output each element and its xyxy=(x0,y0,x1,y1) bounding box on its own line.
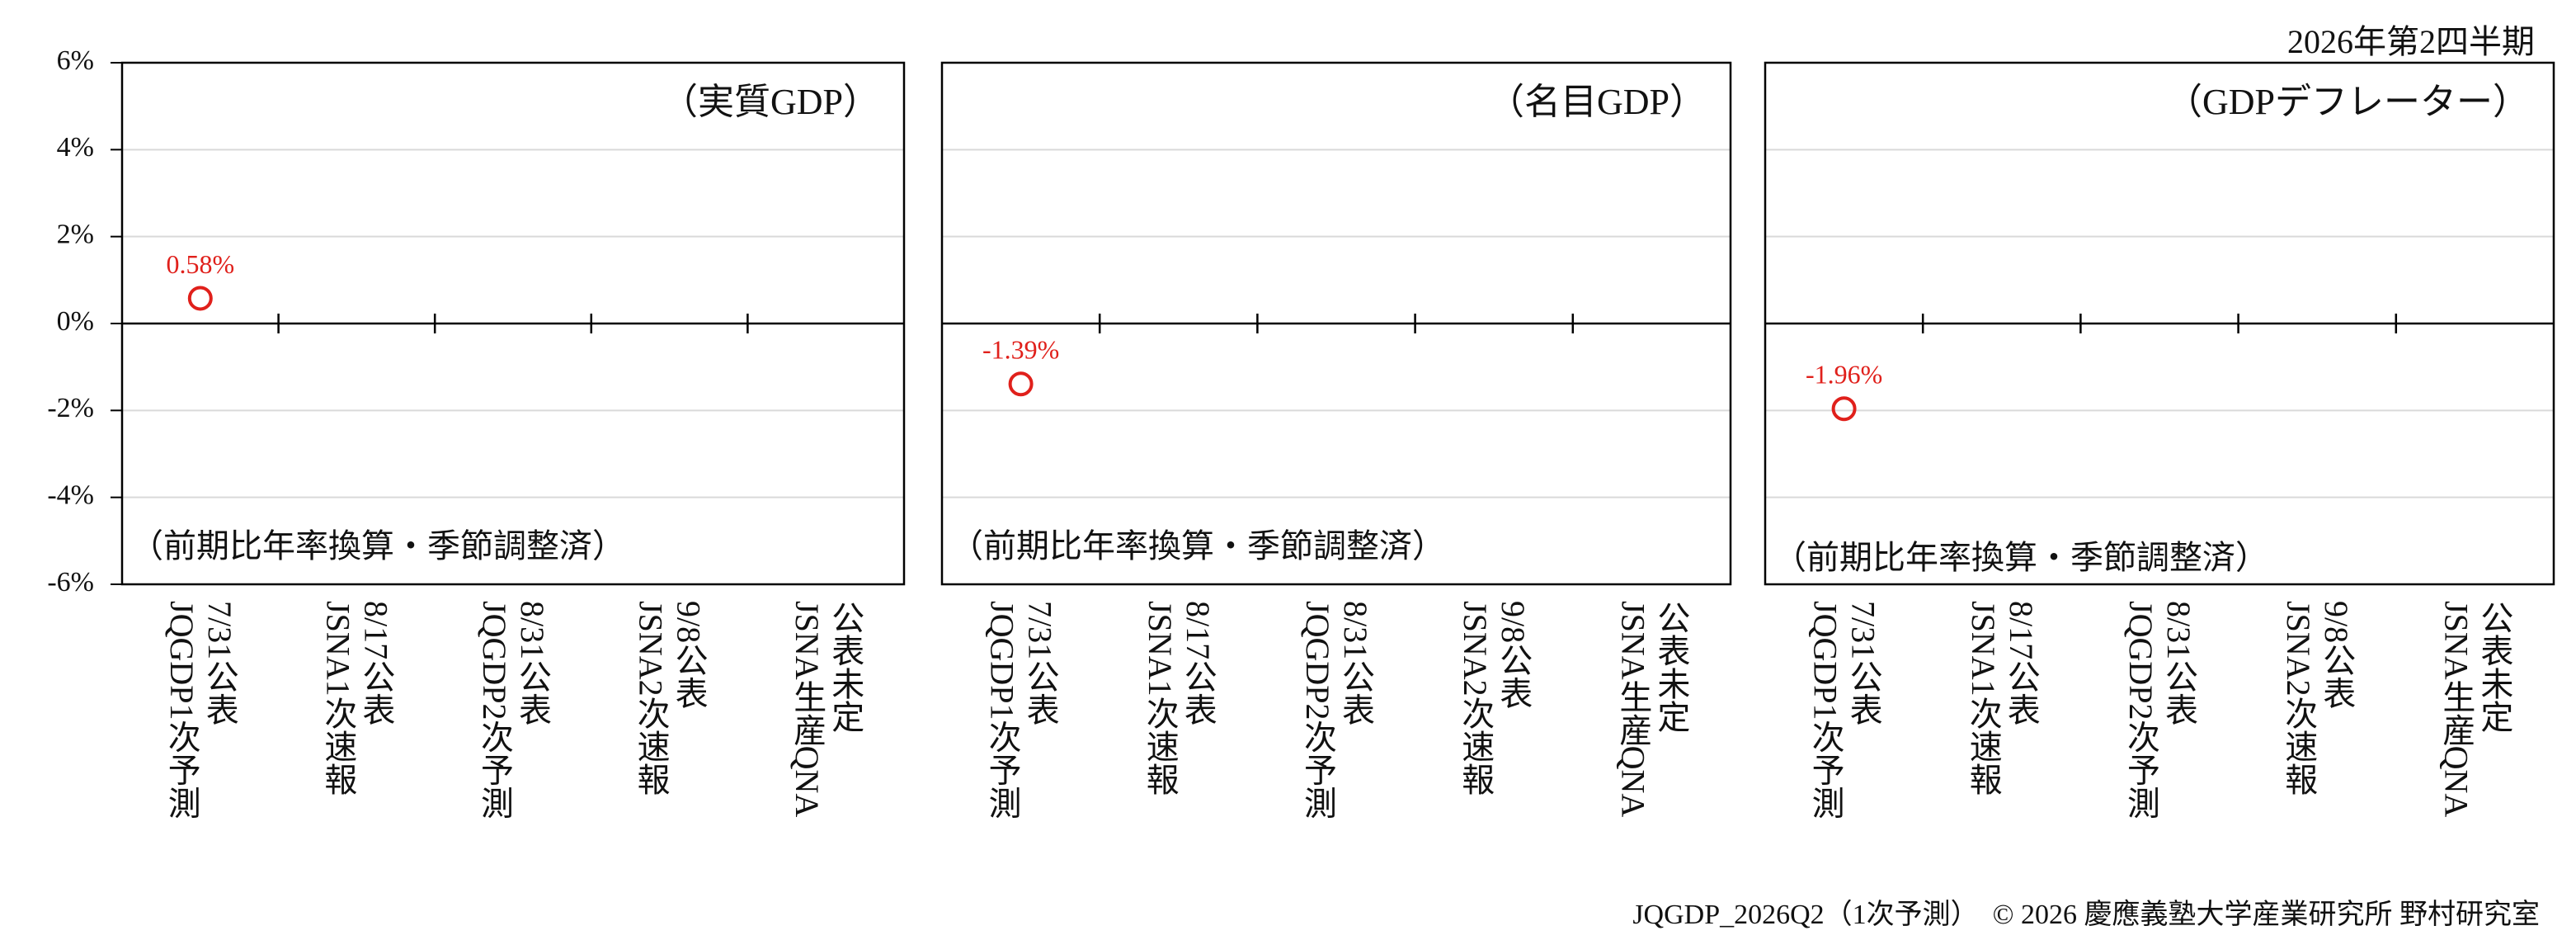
x-tick-label-line: 8/31公表 xyxy=(1337,601,1374,726)
y-tick-label: -2% xyxy=(47,393,94,423)
y-tick-label: -6% xyxy=(47,567,94,598)
x-tick-label-line: 7/31公表 xyxy=(1021,601,1059,726)
x-tick-label: 8/17公表 JSNA1次速報 xyxy=(1141,601,1217,796)
x-tick-label-line: JQGDP1次予測 xyxy=(1806,601,1844,820)
x-tick-label: 9/8公表 JSNA2次速報 xyxy=(632,601,708,796)
value-label: -1.96% xyxy=(1806,360,1882,390)
data-point xyxy=(1831,396,1857,422)
value-label: -1.39% xyxy=(982,335,1059,365)
x-tick-label-line: JSNA生産QNA xyxy=(789,601,826,818)
x-tick-label: 8/17公表 JSNA1次速報 xyxy=(318,601,394,796)
x-tick-label: 7/31公表 JQGDP1次予測 xyxy=(162,601,238,819)
x-tick-label-line: JSNA2次速報 xyxy=(1457,601,1495,796)
x-tick-label-line: 8/17公表 xyxy=(1179,601,1217,726)
x-tick-label-line: 8/17公表 xyxy=(2002,601,2040,726)
x-tick-label: 8/31公表 JQGDP2次予測 xyxy=(475,601,551,819)
value-label: 0.58% xyxy=(166,249,234,279)
x-tick-label-line: 7/31公表 xyxy=(1844,601,1882,726)
x-tick-label-line: JQGDP2次予測 xyxy=(1299,601,1336,820)
x-tick-label: 8/31公表 JQGDP2次予測 xyxy=(2122,601,2197,819)
data-point xyxy=(1008,371,1034,397)
x-tick-label-line: 9/8公表 xyxy=(1495,601,1533,710)
x-tick-label-line: JSNA1次速報 xyxy=(319,601,357,796)
x-tick-label: 9/8公表 JSNA2次速報 xyxy=(1456,601,1532,796)
panel-frame xyxy=(120,61,906,586)
x-tick-label: 7/31公表 JQGDP1次予測 xyxy=(1806,601,1882,819)
panel-note: （前期比年率換算・季節調整済） xyxy=(130,527,625,564)
x-tick-label-line: 8/17公表 xyxy=(357,601,395,726)
x-tick-label-line: JSNA1次速報 xyxy=(1964,601,2002,796)
y-tick-label: -4% xyxy=(47,479,94,510)
x-tick-label: 公表未定 JSNA生産QNA xyxy=(1613,601,1689,817)
panel-note: （前期比年率換算・季節調整済） xyxy=(950,527,1445,564)
x-tick-label-line: 8/31公表 xyxy=(2160,601,2197,726)
x-tick-label: 8/31公表 JQGDP2次予測 xyxy=(1298,601,1374,819)
x-tick-label: 7/31公表 JQGDP1次予測 xyxy=(983,601,1059,819)
x-tick-label: 公表未定 JSNA生産QNA xyxy=(788,601,864,817)
x-tick-label-line: JQGDP2次予測 xyxy=(476,601,513,820)
panel-frame xyxy=(1764,61,2555,586)
footer: JQGDP_2026Q2（1次予測） © 2026 慶應義塾大学産業研究所 野村… xyxy=(1632,900,2540,930)
x-tick-label-line: JSNA生産QNA xyxy=(2437,601,2475,818)
data-point xyxy=(187,286,213,311)
x-tick-label: 8/17公表 JSNA1次速報 xyxy=(1964,601,2040,796)
panel-title: （実質GDP） xyxy=(662,82,879,122)
y-tick-label: 4% xyxy=(57,132,94,163)
x-tick-label-line: JQGDP1次予測 xyxy=(162,601,200,820)
x-tick-label-line: 9/8公表 xyxy=(670,601,708,710)
panel-title: （GDPデフレーター） xyxy=(2166,82,2529,122)
x-tick-label-line: JSNA1次速報 xyxy=(1141,601,1179,796)
x-tick-label-line: JSNA2次速報 xyxy=(632,601,670,796)
x-tick-label-line: JQGDP1次予測 xyxy=(983,601,1021,820)
y-tick-label: 2% xyxy=(57,219,94,249)
x-tick-label: 9/8公表 JSNA2次速報 xyxy=(2279,601,2355,796)
x-tick-label-line: JQGDP2次予測 xyxy=(2122,601,2159,820)
x-tick-label-line: 公表未定 xyxy=(826,601,864,733)
x-tick-label-line: 9/8公表 xyxy=(2318,601,2356,710)
period-label: 2026年第2四半期 xyxy=(2287,23,2535,60)
panel-note: （前期比年率換算・季節調整済） xyxy=(1773,539,2268,576)
x-tick-label-line: JSNA生産QNA xyxy=(1614,601,1652,818)
x-tick-label: 公表未定 JSNA生産QNA xyxy=(2437,601,2512,817)
x-tick-label-line: 8/31公表 xyxy=(514,601,551,726)
x-tick-label-line: 公表未定 xyxy=(1652,601,1690,733)
x-tick-label-line: JSNA2次速報 xyxy=(2280,601,2318,796)
panel-title: （名目GDP） xyxy=(1488,82,1706,122)
y-tick-label: 6% xyxy=(57,45,94,76)
panel-frame xyxy=(940,61,1732,586)
y-tick-label: 0% xyxy=(57,306,94,337)
x-tick-label-line: 公表未定 xyxy=(2475,601,2513,733)
x-tick-label-line: 7/31公表 xyxy=(200,601,238,726)
